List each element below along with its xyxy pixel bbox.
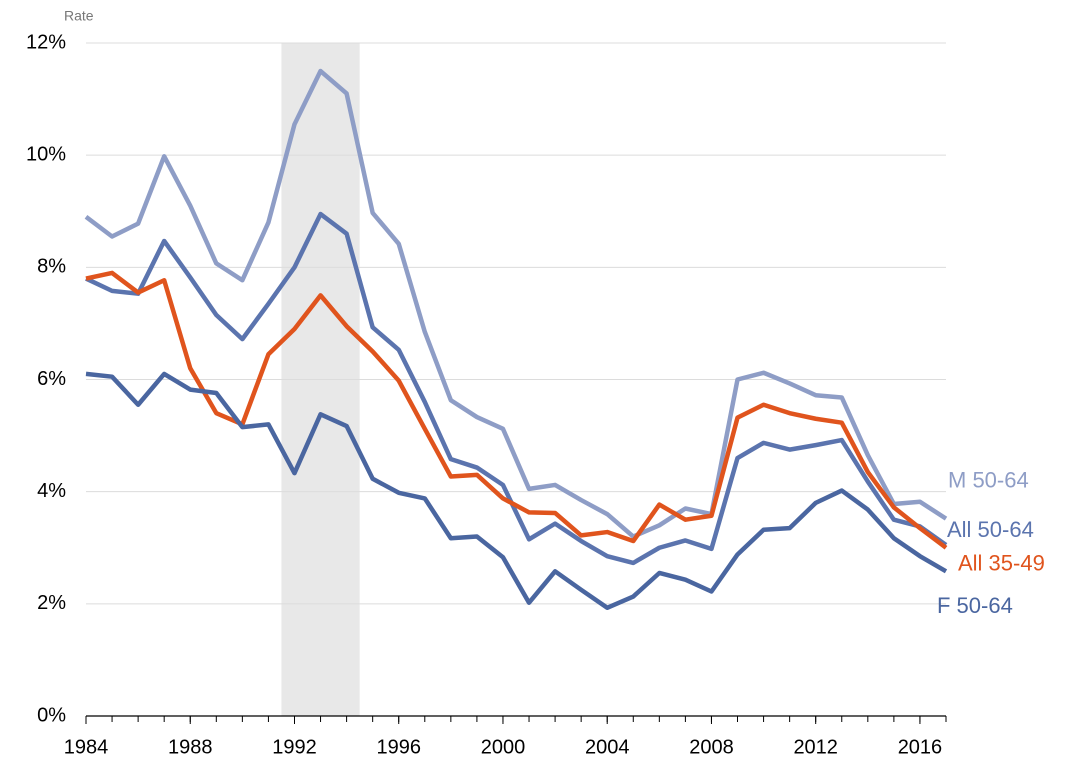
series-line <box>84 68 948 539</box>
x-tick-label: 1984 <box>64 736 109 758</box>
x-tick-label: 2012 <box>793 736 838 758</box>
y-tick-label: 12% <box>26 31 66 53</box>
series-label: All 35-49 <box>958 551 1045 576</box>
y-tick-label: 4% <box>37 480 66 502</box>
y-tick-label: 0% <box>37 704 66 726</box>
x-tick-label: 1996 <box>376 736 421 758</box>
series-line <box>85 270 948 550</box>
series-label: All 50-64 <box>947 517 1034 542</box>
series-line <box>85 371 948 611</box>
y-tick-label: 8% <box>37 256 66 278</box>
x-tick-label: 2016 <box>898 736 943 758</box>
x-tick-label: 2004 <box>585 736 630 758</box>
series-label: F 50-64 <box>937 593 1013 618</box>
series-line <box>85 211 948 566</box>
y-axis-label: Rate <box>64 8 94 24</box>
x-tick-label: 2008 <box>689 736 734 758</box>
series-label: M 50-64 <box>948 467 1029 492</box>
x-tick-label: 1992 <box>272 736 317 758</box>
y-tick-label: 10% <box>26 143 66 165</box>
y-tick-label: 2% <box>37 592 66 614</box>
x-tick-label: 1988 <box>168 736 213 758</box>
x-tick-label: 2000 <box>481 736 526 758</box>
y-tick-label: 6% <box>37 368 66 390</box>
